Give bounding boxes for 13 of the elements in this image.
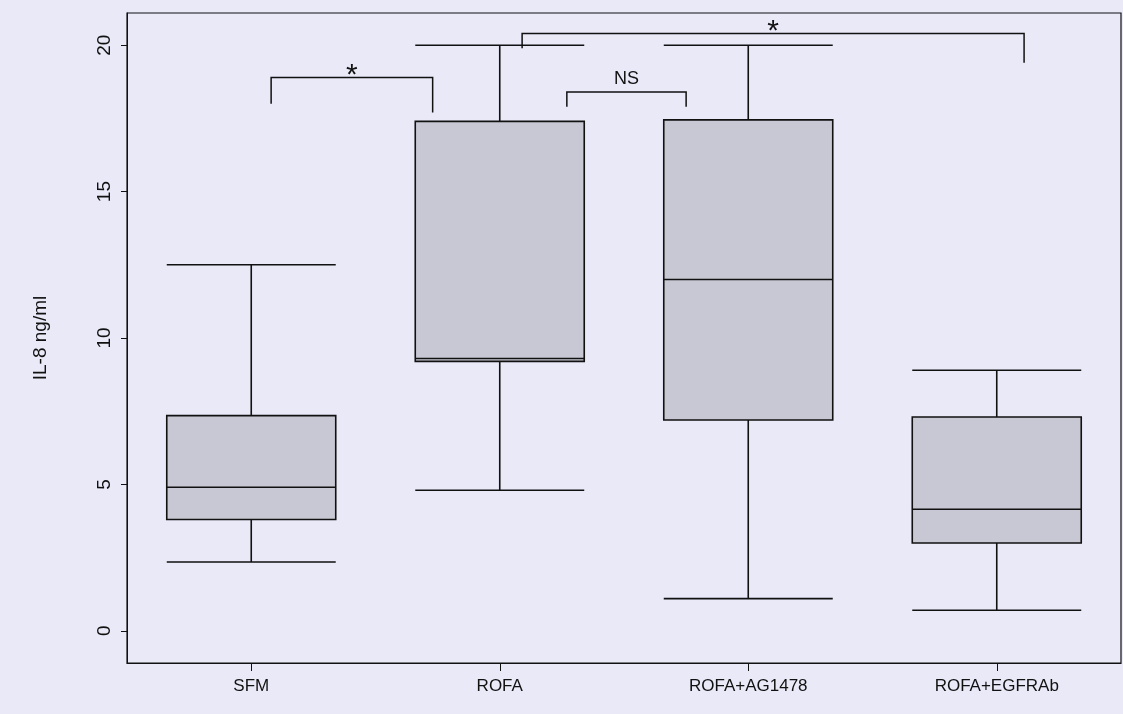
annotation: NS xyxy=(613,68,639,90)
annotation: * xyxy=(346,57,358,92)
x-tick-label: ROFA xyxy=(476,676,524,695)
y-tick-label: 15 xyxy=(93,181,114,203)
y-tick-label: 10 xyxy=(93,327,114,349)
y-tick-label: 0 xyxy=(93,625,114,637)
x-tick-label: ROFA+EGFRAb xyxy=(934,676,1059,695)
y-tick-label: 5 xyxy=(93,479,114,490)
annotation: * xyxy=(767,13,779,48)
x-tick-label: SFM xyxy=(233,676,270,695)
x-tick-label: ROFA+AG1478 xyxy=(688,676,808,695)
y-tick-label: 20 xyxy=(93,34,114,56)
y-axis-title: IL-8 ng/ml xyxy=(29,295,50,381)
